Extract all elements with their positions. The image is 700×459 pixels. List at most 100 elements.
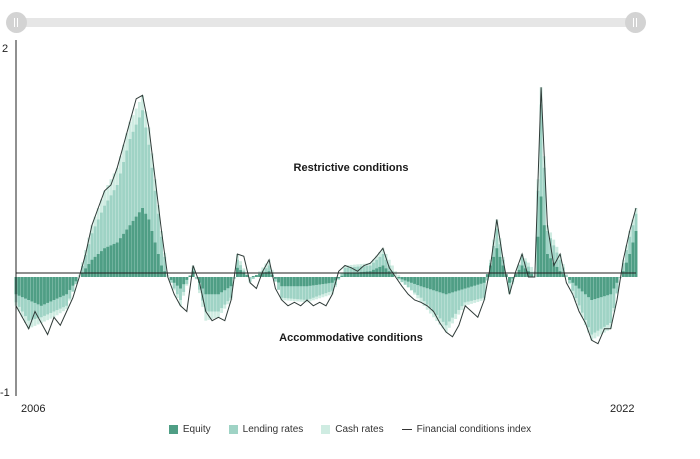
lending-bar xyxy=(602,277,606,327)
lending-bar xyxy=(115,185,119,277)
lending-bar xyxy=(539,104,543,277)
lending-bar xyxy=(473,277,477,300)
equity-bar xyxy=(514,274,518,278)
lending-bar xyxy=(476,277,480,300)
equity-bar xyxy=(321,277,325,285)
legend-item-cash-rates[interactable]: Cash rates xyxy=(321,424,384,435)
equity-bar xyxy=(593,277,597,300)
chart-legend: Equity Lending rates Cash rates Financia… xyxy=(0,424,700,435)
lending-bar xyxy=(577,277,581,306)
lending-bar xyxy=(144,127,148,277)
lending-bar xyxy=(156,213,160,277)
legend-label-lending-rates: Lending rates xyxy=(242,424,304,435)
range-end-handle[interactable] xyxy=(625,12,646,33)
lending-bar xyxy=(384,259,388,277)
equity-bar xyxy=(444,277,448,295)
y-tick-top: 2 xyxy=(2,43,8,55)
lending-bar xyxy=(150,167,154,277)
lending-rates-swatch xyxy=(228,425,238,434)
equity-bar xyxy=(220,277,224,293)
equity-bar xyxy=(251,276,255,277)
lending-bar xyxy=(349,267,353,277)
lending-bar xyxy=(428,277,432,309)
lending-bar xyxy=(451,277,454,318)
lending-bar xyxy=(425,277,429,305)
equity-bar xyxy=(280,277,284,287)
lending-bar xyxy=(321,277,325,295)
equity-bar xyxy=(182,277,186,285)
equity-bar xyxy=(163,271,167,277)
equity-bar xyxy=(460,277,464,290)
equity-bar xyxy=(451,277,454,293)
equity-bar xyxy=(425,277,429,289)
lending-bar xyxy=(327,277,331,292)
equity-bar xyxy=(198,277,201,283)
lending-bar xyxy=(593,277,597,333)
equity-bar xyxy=(558,271,562,277)
lending-bar xyxy=(460,277,464,307)
lending-bar xyxy=(311,277,315,298)
equity-bar xyxy=(74,277,78,282)
lending-bar xyxy=(621,263,625,277)
equity-bar xyxy=(356,272,360,277)
equity-bar xyxy=(580,277,584,292)
lending-bar xyxy=(147,144,151,277)
equity-bar xyxy=(210,277,214,295)
equity-bar xyxy=(615,277,619,283)
date-range-slider[interactable] xyxy=(6,12,646,34)
equity-bar xyxy=(583,277,587,295)
equity-bar xyxy=(349,272,353,277)
equity-bar xyxy=(337,277,341,279)
equity-bar xyxy=(441,277,445,294)
equity-bar xyxy=(90,259,94,277)
x-tick-end: 2022 xyxy=(610,403,634,415)
lending-bar xyxy=(397,277,401,280)
equity-bar xyxy=(391,274,394,278)
lending-bar xyxy=(201,277,205,301)
lending-bar xyxy=(299,277,303,300)
equity-bar xyxy=(175,277,179,286)
equity-bar xyxy=(33,277,37,303)
lending-bar xyxy=(479,277,483,299)
legend-item-equity[interactable]: Equity xyxy=(168,424,211,435)
lending-bar xyxy=(289,277,293,299)
lending-bar xyxy=(280,277,284,298)
lending-bar xyxy=(122,162,125,277)
lending-bar xyxy=(365,265,369,277)
equity-bar xyxy=(511,277,515,279)
lending-bar xyxy=(571,277,575,291)
lending-bar xyxy=(536,190,540,277)
equity-bar xyxy=(555,266,559,277)
financial-conditions-chart: 2 -1 2006 2022 Restrictive conditions Ac… xyxy=(0,40,638,415)
equity-bar xyxy=(302,277,306,287)
equity-bar xyxy=(217,277,220,295)
lending-bar xyxy=(612,277,616,309)
equity-bar xyxy=(435,277,439,292)
equity-bar xyxy=(561,274,565,278)
lending-bar xyxy=(441,277,445,322)
equity-bar xyxy=(362,271,366,277)
equity-bar xyxy=(492,256,496,278)
lending-bar xyxy=(599,277,603,329)
equity-bar xyxy=(397,277,401,279)
equity-bar xyxy=(239,270,243,277)
equity-bar xyxy=(27,277,31,300)
equity-bar xyxy=(93,256,97,278)
lending-bar xyxy=(93,226,97,277)
equity-bar xyxy=(530,274,534,278)
equity-bar xyxy=(365,271,369,277)
range-start-handle[interactable] xyxy=(6,12,27,33)
legend-item-financial-conditions-index[interactable]: Financial conditions index xyxy=(401,424,531,435)
equity-bar xyxy=(479,277,483,284)
equity-bar xyxy=(122,233,125,278)
equity-bar xyxy=(508,277,511,283)
lending-bar xyxy=(340,273,344,277)
lending-bar xyxy=(359,266,363,277)
lending-bar xyxy=(90,233,94,277)
lending-bar xyxy=(416,277,420,296)
legend-item-lending-rates[interactable]: Lending rates xyxy=(228,424,304,435)
equity-bar xyxy=(476,277,480,285)
equity-bar xyxy=(482,277,486,283)
date-range-track[interactable] xyxy=(16,18,636,27)
equity-bar xyxy=(501,265,505,277)
